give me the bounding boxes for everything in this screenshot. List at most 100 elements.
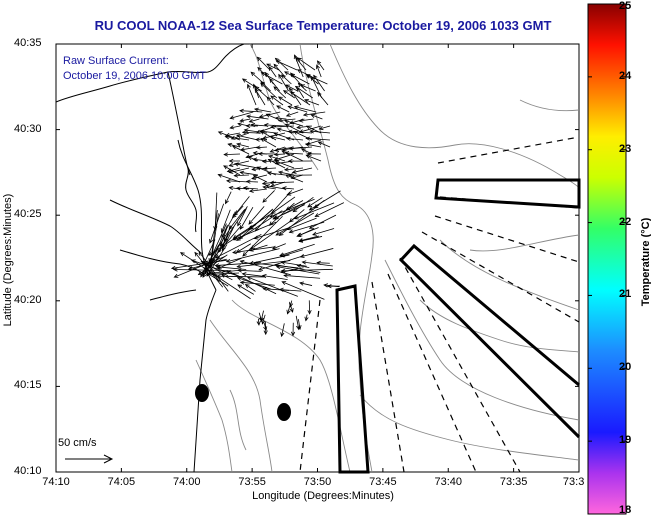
current-vector — [233, 221, 277, 241]
current-vector — [313, 75, 325, 92]
current-vector-head — [225, 199, 229, 205]
current-vector — [262, 181, 277, 185]
current-vector — [218, 174, 241, 183]
current-vector-head — [287, 129, 293, 134]
current-vector — [283, 90, 296, 99]
current-vector-head — [273, 215, 279, 220]
current-vector-head — [293, 54, 298, 60]
current-vector — [206, 244, 228, 277]
current-vector — [268, 159, 286, 169]
current-vector-head — [226, 178, 231, 184]
current-vector-head — [203, 271, 209, 276]
current-vector-head — [228, 225, 233, 230]
current-vector-head — [265, 113, 271, 118]
current-vector-head — [284, 174, 290, 179]
current-vector — [309, 214, 337, 229]
current-vector-head — [281, 186, 287, 191]
current-vector-head — [305, 74, 311, 78]
current-vector — [249, 118, 260, 123]
current-vector — [299, 125, 322, 133]
figure-title: RU COOL NOAA-12 Sea Surface Temperature:… — [94, 18, 552, 33]
current-vector-head — [277, 96, 283, 101]
current-vector-head — [235, 186, 241, 191]
current-vector-head — [304, 98, 309, 103]
current-vector — [264, 124, 286, 127]
current-vector-head — [281, 74, 286, 79]
current-vector — [262, 275, 288, 281]
current-vector — [302, 261, 333, 267]
current-vector — [248, 206, 265, 225]
current-vector — [243, 187, 259, 190]
current-vector — [229, 167, 250, 173]
current-vector — [228, 143, 241, 148]
annotation-line-1: Raw Surface Current: — [63, 55, 169, 67]
current-vector — [273, 86, 287, 99]
current-vector — [206, 225, 233, 265]
bathymetry-contours — [195, 43, 580, 473]
current-vector-head — [233, 173, 239, 178]
current-vector — [246, 181, 259, 183]
x-tick-label: 74:05 — [107, 476, 136, 488]
current-vector-head — [260, 72, 266, 77]
current-vector-head — [233, 162, 239, 167]
current-vector — [289, 221, 325, 233]
current-vector — [290, 91, 311, 106]
current-vector — [245, 284, 256, 292]
current-vector-head — [289, 308, 294, 313]
current-vector-head — [252, 175, 258, 179]
current-vector — [275, 212, 315, 236]
current-vector-head — [280, 268, 286, 273]
current-vector-head — [239, 259, 245, 264]
current-vector-head — [287, 105, 293, 110]
current-vector-head — [269, 180, 275, 185]
current-vector-head — [301, 260, 307, 265]
current-vector-head — [314, 213, 320, 217]
current-vector-head — [275, 231, 281, 236]
current-vector-head — [293, 215, 299, 220]
current-vector-head — [250, 122, 256, 128]
current-vector-head — [256, 321, 261, 326]
current-vector-head — [216, 265, 222, 270]
current-vector — [275, 160, 295, 169]
current-vector — [274, 202, 305, 220]
current-vector-head — [223, 165, 228, 170]
current-vector — [228, 209, 246, 230]
current-vector — [217, 238, 228, 253]
current-vector — [254, 108, 272, 113]
current-vector-head — [260, 82, 265, 88]
current-vector-head — [289, 302, 294, 308]
current-vector-head — [294, 85, 300, 91]
current-vector-head — [300, 148, 306, 153]
current-vector — [234, 174, 250, 177]
current-vector-head — [248, 247, 254, 252]
colorbar-tick-label: 18 — [619, 504, 632, 516]
colorbar-tick-label: 22 — [619, 215, 632, 228]
current-vector-head — [243, 128, 249, 133]
current-vector — [257, 57, 271, 71]
current-vector-head — [263, 326, 268, 332]
current-vector — [289, 301, 294, 313]
current-vector — [249, 244, 268, 251]
current-vector-head — [209, 238, 214, 244]
current-vector — [304, 99, 320, 106]
current-vector — [236, 134, 259, 141]
current-vector-head — [223, 152, 229, 157]
current-vector-head — [284, 123, 290, 128]
current-vector — [265, 185, 286, 190]
current-vector — [268, 66, 277, 78]
current-vector — [280, 249, 304, 257]
current-vector-head — [207, 251, 213, 256]
current-vector-head — [317, 141, 323, 146]
current-vector — [174, 255, 226, 278]
mooring-marker — [195, 384, 209, 402]
current-vector — [209, 213, 219, 269]
current-vector-head — [307, 203, 312, 208]
colorbar-tick-label: 25 — [619, 0, 632, 12]
current-vector — [273, 64, 286, 78]
current-vector-head — [239, 280, 245, 285]
transect-polygons — [335, 178, 581, 474]
current-vector-head — [269, 135, 274, 140]
current-vector — [269, 78, 280, 92]
current-vector — [262, 132, 286, 139]
current-vector-head — [309, 129, 315, 134]
